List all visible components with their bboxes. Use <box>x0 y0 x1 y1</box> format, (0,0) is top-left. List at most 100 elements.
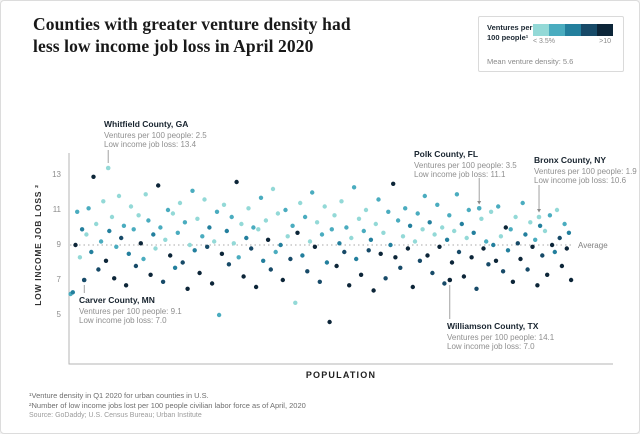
scatter-point <box>557 235 562 241</box>
scatter-point-labeled <box>536 214 542 220</box>
scatter-point <box>568 277 574 283</box>
scatter-point <box>378 251 383 256</box>
legend-color-segment <box>549 24 565 36</box>
scatter-point <box>265 237 271 242</box>
scatter-point <box>200 234 205 239</box>
scatter-point <box>305 269 310 274</box>
scatter-point <box>435 202 440 207</box>
scatter-point <box>329 227 334 232</box>
scatter-point <box>508 227 513 232</box>
annotation-jobloss: Low income job loss: 13.4 <box>104 140 197 149</box>
scatter-point <box>533 237 538 242</box>
scatter-point <box>180 260 185 265</box>
scatter-point <box>373 221 378 227</box>
annotation-county-name: Carver County, MN <box>79 295 155 305</box>
scatter-point <box>447 213 452 218</box>
scatter-point <box>493 258 499 263</box>
scatter-point <box>351 185 357 190</box>
scatter-point <box>270 186 276 192</box>
annotation-ventures: Ventures per 100 people: 3.5 <box>414 160 517 170</box>
scatter-point <box>415 211 420 216</box>
scatter-point <box>566 230 572 235</box>
scatter-point <box>471 230 476 235</box>
scatter-point <box>187 242 192 248</box>
scatter-point <box>224 228 229 234</box>
scatter-point <box>148 272 153 277</box>
scatter-point <box>456 249 462 255</box>
scatter-point <box>158 225 163 230</box>
scatter-point <box>239 221 244 227</box>
scatter-point <box>474 286 479 291</box>
scatter-point <box>422 193 427 199</box>
scatter-point <box>258 195 264 200</box>
scatter-point <box>268 267 273 272</box>
scatter-point <box>410 284 415 290</box>
scatter-point <box>361 228 366 234</box>
scatter-point <box>114 244 119 249</box>
scatter-point <box>293 300 298 305</box>
scatter-point <box>403 206 408 211</box>
scatter-point <box>73 242 78 248</box>
legend-color-segment <box>581 24 597 36</box>
scatter-point <box>278 242 283 248</box>
scatter-point <box>322 204 327 209</box>
scatter-point <box>226 262 232 267</box>
scatter-point <box>400 234 406 239</box>
scatter-point <box>151 232 156 237</box>
scatter-point <box>554 207 560 213</box>
scatter-point <box>207 225 212 230</box>
scatter-point <box>229 214 234 220</box>
annotation-whitfield-county: Whitfield County, GA Ventures per 100 pe… <box>104 119 207 150</box>
scatter-point <box>491 242 496 248</box>
scatter-point <box>442 281 447 286</box>
scatter-point <box>107 228 112 234</box>
scatter-point <box>366 248 371 253</box>
scatter-point <box>393 255 398 260</box>
scatter-point <box>172 265 178 270</box>
footnote-1: ¹Venture density in Q1 2020 for urban co… <box>29 391 209 400</box>
scatter-point <box>334 263 339 269</box>
scatter-point <box>452 228 457 234</box>
scatter-point <box>542 228 548 234</box>
average-line-label: Average <box>578 241 608 250</box>
scatter-point <box>513 214 518 220</box>
legend-title: Ventures per 100 people¹ <box>487 23 532 42</box>
footnote-2: ²Number of low income jobs lost per 100 … <box>29 401 306 410</box>
scatter-point <box>388 242 393 248</box>
scatter-point <box>89 249 94 255</box>
scatter-point <box>376 197 381 202</box>
legend-title-line1: Ventures per <box>487 23 533 32</box>
scatter-point <box>244 235 249 241</box>
annotation-ventures: Ventures per 100 people: 14.1 <box>447 332 555 342</box>
scatter-point <box>273 249 278 255</box>
scatter-point <box>285 234 290 239</box>
scatter-point <box>432 232 437 237</box>
scatter-point <box>153 246 158 251</box>
scatter-point <box>163 237 168 242</box>
scatter-point <box>253 284 259 290</box>
scatter-point <box>537 223 543 228</box>
y-tick-label: 7 <box>56 275 61 284</box>
scatter-point <box>94 221 99 227</box>
scatter-point <box>481 246 486 251</box>
scatter-point-labeled <box>476 206 482 211</box>
scatter-point <box>195 216 200 221</box>
scatter-point <box>430 270 435 276</box>
scatter-point <box>317 279 322 284</box>
scatter-point <box>559 263 565 269</box>
scatter-point <box>354 256 359 262</box>
scatter-point <box>437 244 442 249</box>
scatter-point <box>337 241 342 246</box>
scatter-point <box>112 276 117 281</box>
annotation-county-name: Williamson County, TX <box>447 321 539 331</box>
scatter-point <box>249 246 254 251</box>
scatter-point <box>459 221 464 227</box>
annotation-jobloss: Low income job loss: 10.6 <box>534 176 627 185</box>
leader-polk-arrowhead <box>477 201 482 205</box>
scatter-point <box>156 183 161 188</box>
axis-lines <box>68 153 613 365</box>
scatter-point <box>175 230 180 235</box>
scatter-point <box>234 179 239 185</box>
scatter-point <box>395 218 401 223</box>
